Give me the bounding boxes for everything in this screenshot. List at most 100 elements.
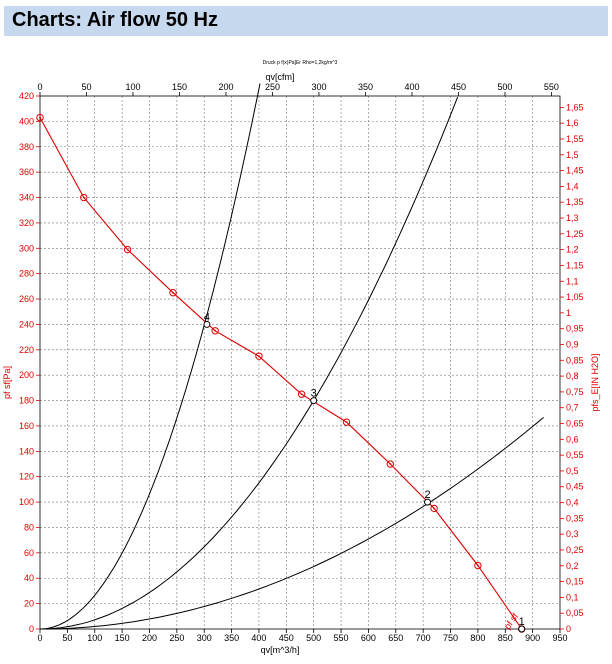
x-tick-label: 700 (416, 633, 431, 643)
x2-tick-label: 150 (172, 82, 187, 92)
operating-point-3 (310, 397, 318, 405)
x-tick-label: 250 (169, 633, 184, 643)
x-tick-label: 100 (87, 633, 102, 643)
x-tick-label: 750 (443, 633, 458, 643)
operating-point-label: 2 (424, 489, 430, 501)
y-tick-label: 0 (29, 624, 34, 634)
x2-tick-label: 300 (311, 82, 326, 92)
chart-subtitle: Druck p f(x)Pa]Er Rho=1,2kg/m^3 (263, 60, 338, 66)
fan-curve-point (255, 352, 263, 360)
y2-tick-label: 0,45 (566, 482, 584, 492)
fan-curve-point-dot (82, 196, 85, 199)
x-axis-label: qv[m^3/h] (261, 645, 300, 655)
y2-tick-label: 1,35 (566, 197, 584, 207)
y-tick-label: 160 (19, 421, 34, 431)
axes (36, 92, 564, 633)
x2-tick-label: 250 (265, 82, 280, 92)
fan-curve-point (430, 504, 438, 513)
y-tick-label: 320 (19, 218, 34, 228)
y2-tick-label: 1,65 (566, 102, 584, 112)
y-tick-label: 420 (19, 91, 34, 101)
y-tick-label: 360 (19, 167, 34, 177)
system-curve-2 (40, 417, 544, 630)
y-tick-label: 20 (24, 599, 34, 609)
fan-curve-point-dot (300, 393, 303, 396)
fan-curve-point-dot (126, 248, 129, 251)
y2-tick-label: 1,5 (566, 150, 579, 160)
x2-tick-label: 400 (404, 82, 419, 92)
y2-tick-label: 1,25 (566, 229, 584, 239)
y-tick-label: 260 (19, 294, 34, 304)
y2-tick-label: 1,1 (566, 276, 579, 286)
x-tick-label: 800 (470, 633, 485, 643)
operating-point-label: 4 (204, 311, 210, 323)
y2-tick-label: 0,9 (566, 339, 579, 349)
y-tick-label: 240 (19, 319, 34, 329)
fan-curve-point-dot (214, 329, 217, 332)
x-tick-label: 450 (279, 633, 294, 643)
x2-tick-label: 50 (81, 82, 91, 92)
x2-tick-label: 0 (37, 82, 42, 92)
x-tick-label: 350 (224, 633, 239, 643)
fan-curve-point (36, 113, 44, 122)
fan-curve-point-dot (345, 421, 348, 424)
curves (36, 83, 544, 633)
fan-curve-point-dot (172, 291, 174, 294)
x2-tick-label: 200 (218, 82, 233, 92)
y-tick-label: 400 (19, 116, 34, 126)
y2-tick-label: 0,35 (566, 513, 584, 523)
x-tick-label: 200 (142, 633, 157, 643)
y2-tick-label: 0,95 (566, 324, 584, 334)
labels: 0 50 100 150 200 250 300 350 400 450 500 550 600 650 7… (2, 60, 600, 655)
y2-tick-label: 0,25 (566, 545, 584, 555)
x-tick-label: 300 (197, 633, 212, 643)
operating-point-label: 3 (311, 388, 317, 400)
y2-tick-label: 0,8 (566, 371, 579, 381)
fan-curve-point (474, 561, 482, 570)
fan-curve-point-dot (476, 564, 479, 567)
y2-axis-label: pfs_E[IN H2O] (590, 353, 600, 411)
y-tick-label: 200 (19, 370, 34, 380)
x2-tick-label: 500 (497, 82, 512, 92)
page-title: Charts: Air flow 50 Hz (12, 9, 218, 31)
x-tick-label: 500 (306, 633, 321, 643)
y2-tick-label: 0,65 (566, 419, 584, 429)
fan-curve-point-dot (433, 507, 436, 510)
y2-tick-label: 0,7 (566, 403, 579, 413)
y2-tick-label: 0,85 (566, 355, 584, 365)
system-curve-4 (39, 83, 261, 630)
x-tick-label: 50 (62, 633, 72, 643)
y2-tick-label: 0,4 (566, 498, 579, 508)
fan-curve-point-dot (39, 116, 41, 119)
y2-tick-label: 0,15 (566, 577, 584, 587)
y2-tick-label: 1,3 (566, 213, 579, 223)
fan-curve-point (386, 460, 395, 468)
y2-tick-label: 0,75 (566, 387, 584, 397)
fan-curve-point (123, 245, 132, 254)
y2-tick-label: 0,05 (566, 608, 584, 618)
y2-tick-label: 1,45 (566, 166, 584, 176)
x-tick-label: 0 (37, 633, 42, 643)
y2-tick-label: 1,15 (566, 260, 584, 270)
y2-tick-label: 0,5 (566, 466, 579, 476)
y-tick-label: 60 (24, 548, 34, 558)
operating-point-4 (203, 320, 211, 328)
x2-tick-label: 350 (358, 82, 373, 92)
operating-point-1 (518, 625, 526, 633)
y-tick-label: 300 (19, 243, 34, 253)
y2-tick-label: 0 (566, 624, 571, 634)
y2-tick-label: 1,4 (566, 181, 579, 191)
plot-frame (39, 95, 561, 630)
fan-curve-line (39, 117, 523, 630)
y-tick-label: 80 (24, 522, 34, 532)
y2-tick-label: 0,6 (566, 434, 579, 444)
y2-tick-label: 1 (566, 308, 571, 318)
x-tick-label: 900 (525, 633, 540, 643)
operating-point-label: 1 (519, 616, 525, 628)
y-tick-label: 100 (19, 497, 34, 507)
fan-curve-point (80, 193, 88, 202)
x-tick-label: 600 (361, 633, 376, 643)
y2-tick-label: 1,05 (566, 292, 584, 302)
y2-tick-label: 0,3 (566, 529, 579, 539)
